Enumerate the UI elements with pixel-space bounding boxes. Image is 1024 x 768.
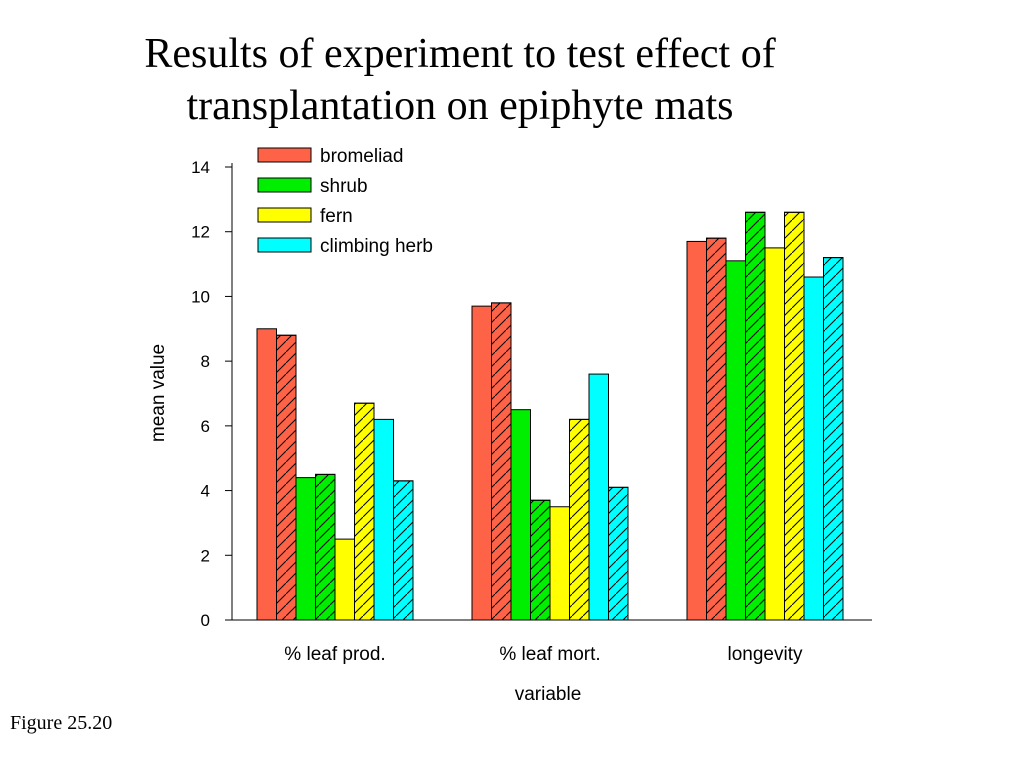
x-axis-title: variable: [515, 684, 582, 705]
bar-shrub-solid-0: [295, 477, 316, 621]
bar-hatch-overlay-shrub-0: [315, 473, 336, 621]
y-tick-label: 0: [201, 611, 210, 630]
bar-hatch-overlay-climbing-herb-2: [823, 257, 844, 621]
legend: bromeliad shrub fern climbing herb: [257, 146, 433, 257]
figure-caption: Figure 25.20: [10, 712, 113, 734]
bar-hatch-overlay-bromeliad-1: [491, 302, 512, 621]
bar-hatch-overlay-bromeliad-2: [706, 237, 727, 621]
title-line-1: Results of experiment to test effect of: [144, 31, 776, 77]
bar-shrub-solid-1: [510, 409, 531, 621]
bar-hatch-overlay-fern-0: [354, 402, 375, 621]
bar-bromeliad-solid-1: [471, 305, 492, 621]
legend-swatch-bromeliad: [257, 147, 312, 163]
y-tick-label: 6: [201, 417, 210, 436]
title-line-2: transplantation on epiphyte mats: [186, 83, 734, 129]
x-tick-label: % leaf prod.: [284, 644, 385, 665]
bar-bromeliad-solid-2: [686, 240, 707, 621]
y-tick-label: 10: [191, 287, 210, 306]
bar-hatch-overlay-fern-1: [569, 418, 590, 621]
bar-climbing-herb-solid-2: [803, 276, 824, 621]
y-tick-label: 2: [201, 546, 210, 565]
bar-shrub-solid-2: [725, 260, 746, 621]
axes-layer: % leaf prod. % leaf mort. longevity 0 2 4 6 8 10…: [148, 158, 872, 705]
y-axis-title: mean value: [148, 344, 169, 442]
y-tick-label: 8: [201, 352, 210, 371]
legend-label-climbing-herb: climbing herb: [320, 236, 433, 257]
legend-label-shrub: shrub: [320, 176, 368, 197]
slide-title: Results of experiment to test effect of …: [0, 28, 920, 132]
bar-hatch-overlay-climbing-herb-1: [608, 486, 629, 621]
bars-layer: [256, 211, 844, 621]
bar-hatch-overlay-shrub-1: [530, 499, 551, 621]
bar-fern-solid-1: [549, 506, 570, 621]
bar-climbing-herb-solid-1: [588, 373, 609, 621]
bar-hatch-overlay-fern-2: [784, 211, 805, 621]
bar-hatch-overlay-bromeliad-0: [276, 334, 297, 621]
y-tick-label: 12: [191, 223, 210, 242]
bar-hatch-overlay-climbing-herb-0: [393, 480, 414, 621]
bar-fern-solid-2: [764, 247, 785, 621]
y-tick-label: 4: [201, 482, 210, 501]
y-tick-label: 14: [191, 158, 210, 177]
x-tick-label: longevity: [728, 644, 803, 665]
bar-fern-solid-0: [334, 538, 355, 621]
legend-swatch-climbing-herb: [257, 237, 312, 253]
bar-climbing-herb-solid-0: [373, 418, 394, 621]
x-tick-label: % leaf mort.: [499, 644, 600, 665]
bar-hatch-overlay-shrub-2: [745, 211, 766, 621]
legend-label-bromeliad: bromeliad: [320, 146, 403, 167]
legend-swatch-fern: [257, 207, 312, 223]
legend-swatch-shrub: [257, 177, 312, 193]
bar-bromeliad-solid-0: [256, 328, 277, 621]
legend-label-fern: fern: [320, 206, 353, 227]
